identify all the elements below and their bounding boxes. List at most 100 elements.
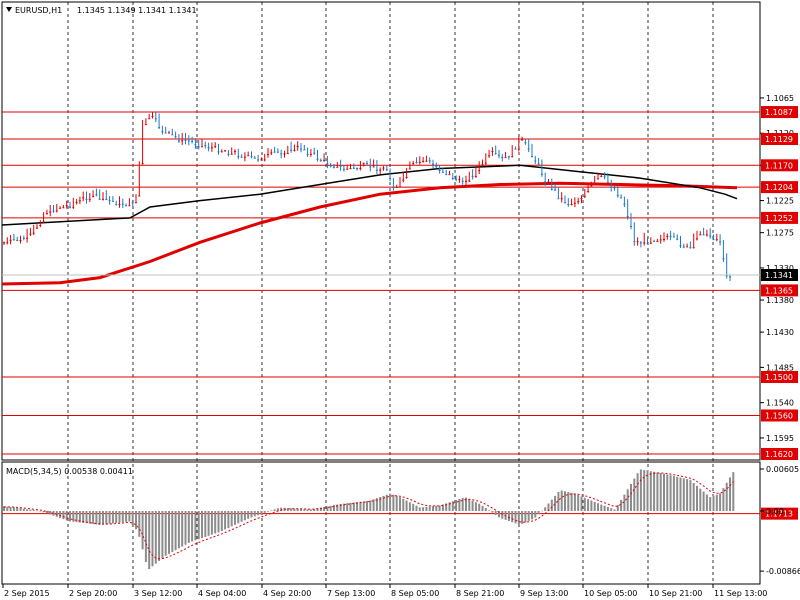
macd-bar — [712, 495, 715, 511]
macd-bar — [309, 509, 312, 511]
macd-bar — [560, 490, 563, 511]
macd-bar — [488, 510, 491, 511]
candle-body — [174, 136, 177, 138]
candle-body — [547, 181, 550, 183]
macd-bar — [389, 493, 392, 511]
macd-bar — [356, 502, 359, 511]
macd-tick-label: 0.00 — [766, 507, 784, 516]
macd-bar — [719, 493, 722, 511]
macd-bar — [382, 495, 385, 511]
macd-bar — [26, 509, 29, 511]
macd-bar — [521, 511, 524, 524]
macd-axis: 0.00605 0.00 -0.00866 — [760, 465, 800, 576]
macd-bar — [108, 511, 111, 524]
level-tag-label: 1.1560 — [765, 411, 793, 420]
candle-body — [267, 153, 269, 155]
candle-body — [138, 195, 141, 197]
macd-bar — [623, 494, 626, 511]
macd-bar — [135, 511, 137, 530]
macd-bar — [471, 500, 474, 511]
macd-bar — [527, 511, 530, 521]
macd-bar — [16, 507, 19, 511]
candle-body — [639, 242, 642, 244]
candle-body — [375, 169, 378, 171]
macd-tick-label: -0.00866 — [766, 567, 800, 576]
time-label: 8 Sep 21:00 — [456, 589, 504, 598]
macd-bar — [75, 511, 78, 523]
candle-body — [593, 182, 596, 184]
candle-body — [49, 211, 52, 213]
symbol-label: EURUSD,H1 — [15, 6, 62, 15]
level-tag-label: 1.1620 — [765, 450, 793, 459]
macd-bar — [672, 476, 675, 511]
macd-bar — [270, 510, 273, 512]
level-tag — [761, 507, 798, 520]
macd-bar — [115, 511, 118, 524]
candle-body — [290, 149, 293, 151]
macd-bar — [567, 492, 570, 511]
macd-bar — [273, 509, 276, 511]
macd-bar — [306, 509, 309, 511]
macd-bar — [692, 482, 695, 511]
macd-bar — [686, 479, 689, 511]
macd-bar — [385, 494, 388, 511]
macd-bar — [191, 511, 194, 542]
candle-body — [329, 165, 332, 167]
macd-bar — [290, 508, 293, 511]
current-price-label: 1.1341 — [765, 271, 793, 280]
level-lines — [2, 111, 760, 515]
vertical-grid — [67, 2, 714, 584]
macd-bar — [92, 511, 95, 525]
candle-body — [29, 233, 32, 235]
macd-bar — [42, 511, 45, 513]
macd-bar — [722, 488, 725, 511]
macd-bar — [148, 511, 151, 570]
candle-body — [458, 178, 461, 180]
candle-body — [402, 179, 405, 181]
macd-bar — [481, 505, 484, 511]
macd-bar — [194, 511, 197, 541]
macd-bar — [491, 511, 494, 513]
macd-bar — [372, 499, 375, 511]
macd-bar — [359, 501, 362, 511]
candle-body — [187, 140, 190, 142]
macd-bar — [587, 499, 590, 511]
level-tag — [761, 181, 798, 194]
candle-body — [435, 166, 438, 168]
level-tag — [761, 211, 798, 224]
macd-bar — [69, 511, 71, 522]
macd-bar — [666, 474, 669, 511]
macd-bar — [82, 511, 85, 523]
candle-body — [45, 212, 48, 214]
macd-bar — [125, 511, 128, 522]
macd-bar — [154, 511, 157, 564]
candle-body — [669, 235, 672, 237]
candle-body — [214, 146, 217, 148]
macd-bar — [715, 494, 718, 511]
candle-body — [643, 242, 646, 244]
collapse-triangle-icon[interactable] — [6, 7, 12, 12]
time-axis: 2 Sep 2015 2 Sep 20:00 3 Sep 12:00 4 Sep 04… — [2, 584, 767, 598]
candle-body — [352, 167, 355, 169]
price-tick-label: 1.1065 — [766, 94, 794, 103]
macd-bar — [184, 511, 187, 545]
macd-bar — [676, 476, 679, 511]
candle-body — [227, 153, 230, 155]
level-tag — [761, 447, 798, 460]
macd-bar — [435, 505, 438, 511]
macd-bar — [174, 511, 177, 551]
macd-bar — [336, 504, 339, 511]
candle-body — [540, 173, 543, 175]
time-label: 8 Sep 05:00 — [391, 589, 439, 598]
candle-body — [524, 142, 527, 144]
candle-body — [484, 162, 487, 164]
candle-body — [62, 207, 65, 209]
candle-body — [158, 127, 161, 129]
macd-bar — [501, 511, 504, 519]
candle-body — [151, 116, 154, 118]
macd-bar — [445, 503, 448, 511]
candle-body — [32, 232, 35, 234]
macd-bar — [646, 470, 649, 511]
candle-body — [656, 240, 659, 242]
